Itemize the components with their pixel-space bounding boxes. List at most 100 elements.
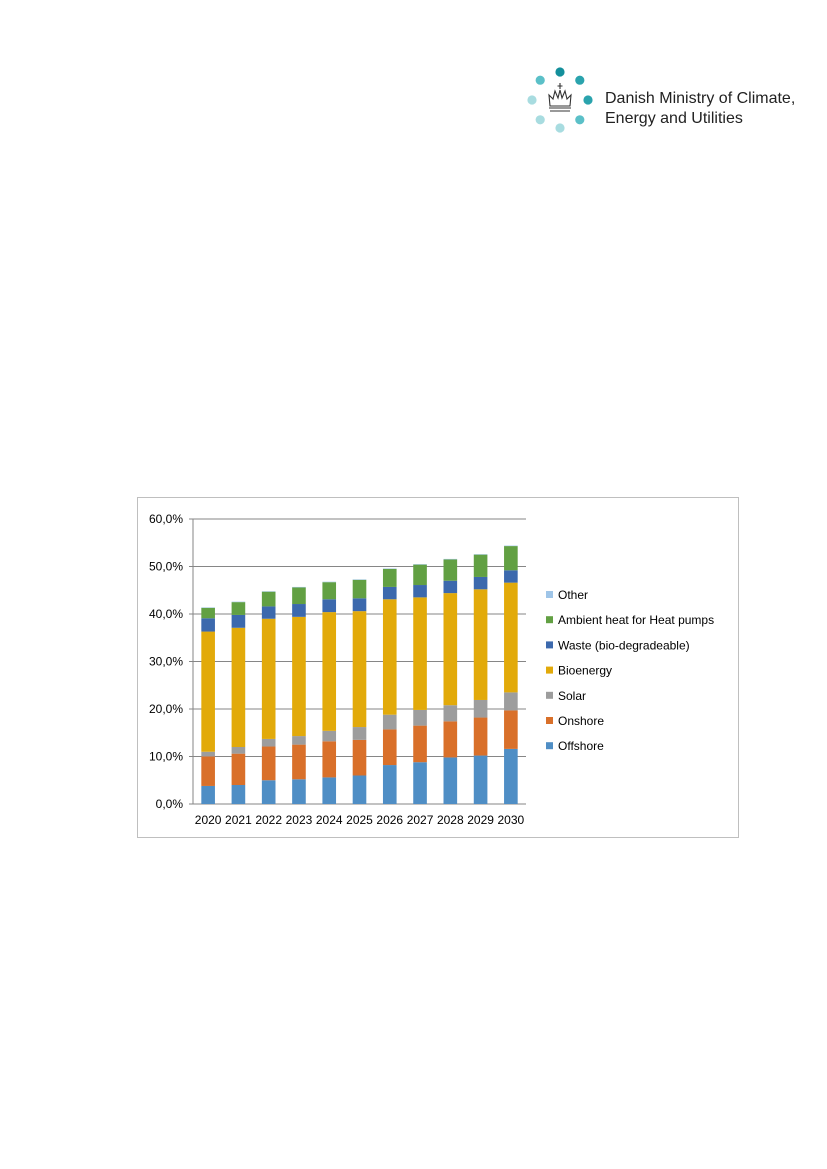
bar-segment [443,559,458,581]
legend-label: Waste (bio-degradeable) [558,638,690,652]
bar-segment [382,568,397,587]
bar-segment [352,775,367,804]
bar-segment [504,710,518,749]
royal-crown-icon [548,83,572,112]
x-tick-label: 2025 [346,813,373,827]
y-tick-label: 50,0% [149,560,183,574]
legend-label: Bioenergy [558,664,612,678]
logo-dot [535,75,545,85]
bar-segment [443,757,458,804]
x-tick-label: 2020 [195,813,222,827]
bar-segment [261,606,276,619]
chart-canvas: 0,0%10,0%20,0%30,0%40,0%50,0%60,0%2020 20… [149,512,714,827]
x-tick-label: 2021 [225,813,252,827]
bar-segment [413,564,427,586]
legend-swatch [546,591,553,598]
bar-segment [382,765,397,804]
legend-label: Solar [558,689,586,703]
bar-segment [473,755,488,804]
bar-segment [443,705,458,722]
bar-segment [473,717,488,756]
y-tick-label: 10,0% [149,750,183,764]
logo-dot [555,67,565,77]
logo-dot [555,123,565,133]
y-tick-label: 30,0% [149,655,183,669]
bar-segment [413,762,427,804]
bar-segment [201,785,215,804]
bar-segment [352,727,367,740]
bar-segment [292,587,306,605]
x-tick-label: 2026 [376,813,403,827]
bar-segment [504,582,518,693]
bar-segment [322,730,337,742]
ministry-logo: Danish Ministry of Climate, Energy and U… [524,64,824,136]
x-tick-label: 2029 [467,813,494,827]
bar-segment [231,627,246,747]
bar-segment [504,570,518,583]
legend-swatch [546,742,553,750]
bar-segment [473,699,488,718]
bar-segment [292,604,306,617]
logo-dot [575,75,585,85]
y-tick-label: 20,0% [149,702,183,716]
logo-emblem [527,67,593,133]
legend-label: Other [558,588,588,602]
legend-label: Ambient heat for Heat pumps [558,613,714,627]
logo-dot [535,115,545,125]
bar-segment [413,585,427,598]
bar-segment [201,607,215,619]
bar-segment [292,616,306,737]
bar-segment [292,736,306,745]
bar-segment [382,599,397,715]
x-tick-label: 2028 [437,813,464,827]
legend: Other Ambient heat for Heat pumps Waste (b… [546,588,714,753]
bar-segment [261,746,276,781]
legend-swatch [546,666,553,674]
bar-segment [504,546,518,571]
bar-segment [322,582,337,600]
y-tick-label: 60,0% [149,512,183,526]
bar-segment [201,751,215,757]
bar-segment [261,591,276,607]
bar-segment [443,580,458,594]
bar-segment [443,721,458,758]
x-tick-label: 2030 [498,813,525,827]
bar-segment [382,714,397,730]
bar-segment [292,744,306,780]
legend-label: Offshore [558,739,604,753]
bar-segment [231,602,246,615]
bar-segment [473,576,488,590]
bar-segment [231,785,246,804]
bar-segment [413,725,427,763]
bar-segment [201,631,215,752]
bar-segment [473,554,488,577]
logo-dot [583,95,593,105]
bar-segment [201,756,215,786]
x-tick-label: 2023 [286,813,313,827]
bar-segment [443,593,458,706]
bar-segment [352,611,367,728]
bar-segment [504,748,518,804]
y-tick-label: 40,0% [149,607,183,621]
bar-segment [352,739,367,776]
logo-wordmark: Danish Ministry of Climate, Energy and U… [605,89,795,129]
bar-segment [292,779,306,804]
bar-segment [322,741,337,778]
logo-dot [527,95,537,105]
x-tick-label: 2022 [255,813,282,827]
bar-segment [261,738,276,747]
bar-segment [231,753,246,785]
bar-segment [322,599,337,613]
bar-segment [413,597,427,710]
bar-segment [504,692,518,711]
bar-segment [352,598,367,612]
bar-segment [261,618,276,739]
logo-line-1: Danish Ministry of Climate, [605,90,796,107]
bar-segment [473,589,488,700]
bar-segment [413,709,427,726]
bar-segment [261,780,276,804]
bar-segment [201,618,215,632]
x-tick-label: 2027 [407,813,434,827]
bar-segment [352,579,367,599]
legend-swatch [546,717,553,724]
